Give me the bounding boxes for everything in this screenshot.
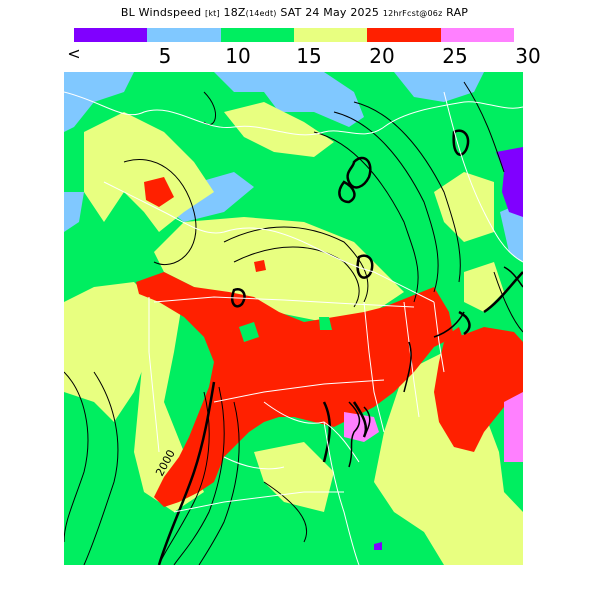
legend-swatch-3 [293,28,368,42]
legend-tick-4: 25 [442,44,468,68]
strong-wind-areas [136,177,523,507]
title-valid: 18Z [223,6,246,19]
legend-tick-5: 30 [515,44,541,68]
title-fcst: 12hrFcst@06z [382,9,443,18]
title-date: SAT 24 May 2025 [280,6,380,19]
windspeed-map: 2000 [64,72,523,565]
light-wind-areas [64,72,523,262]
political-borders [64,91,523,565]
height-contours [64,81,523,565]
calm-wind-areas [374,147,523,550]
legend-under-label: < [67,44,81,63]
legend-swatch-5 [440,28,514,42]
legend-tick-2: 15 [296,44,322,68]
legend-tick-1: 10 [225,44,251,68]
title-unit: [kt] [205,9,220,18]
chart-title: BL Windspeed [kt] 18Z(14edt) SAT 24 May … [0,6,589,19]
bold-contours [157,129,523,565]
title-model: RAP [446,6,469,19]
color-legend [74,28,514,42]
coastlines [348,266,523,468]
legend-swatch-0 [74,28,148,42]
legend-ticks: < 5 10 15 20 25 30 [0,44,589,70]
title-local: (14edt) [245,9,277,18]
moderate-patches [64,317,332,565]
legend-swatch-2 [220,28,294,42]
legend-swatch-4 [367,28,441,42]
legend-tick-0: 5 [158,44,172,68]
legend-tick-3: 20 [369,44,395,68]
title-main: BL Windspeed [120,6,202,19]
legend-swatch-1 [147,28,221,42]
